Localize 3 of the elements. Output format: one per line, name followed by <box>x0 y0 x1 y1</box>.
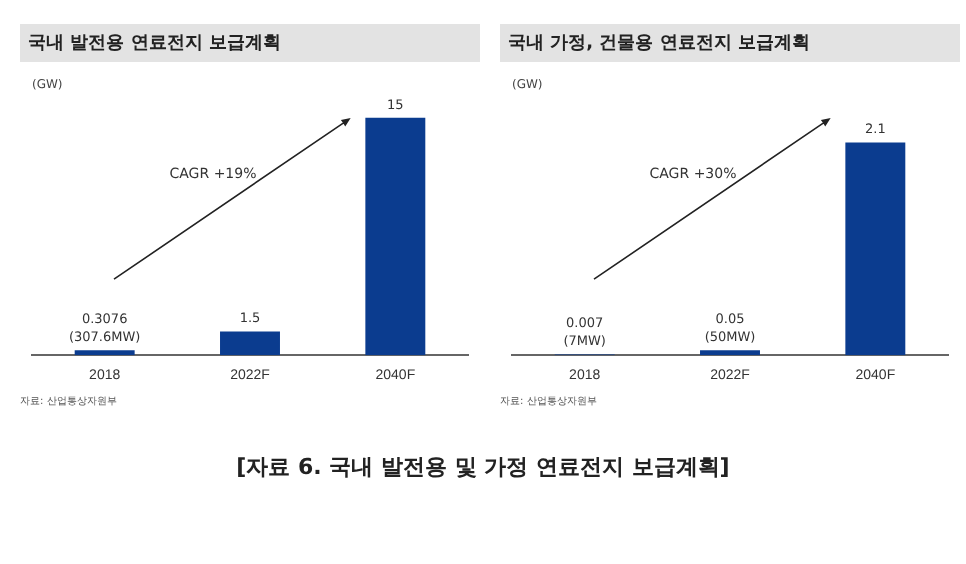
chart-title: 국내 발전용 연료전지 보급계획 <box>20 24 480 62</box>
chart-title: 국내 가정, 건물용 연료전지 보급계획 <box>500 24 960 62</box>
text: [자료 6. 국내 발전용 및 가정 연료전지 보급계획] <box>234 452 732 482</box>
